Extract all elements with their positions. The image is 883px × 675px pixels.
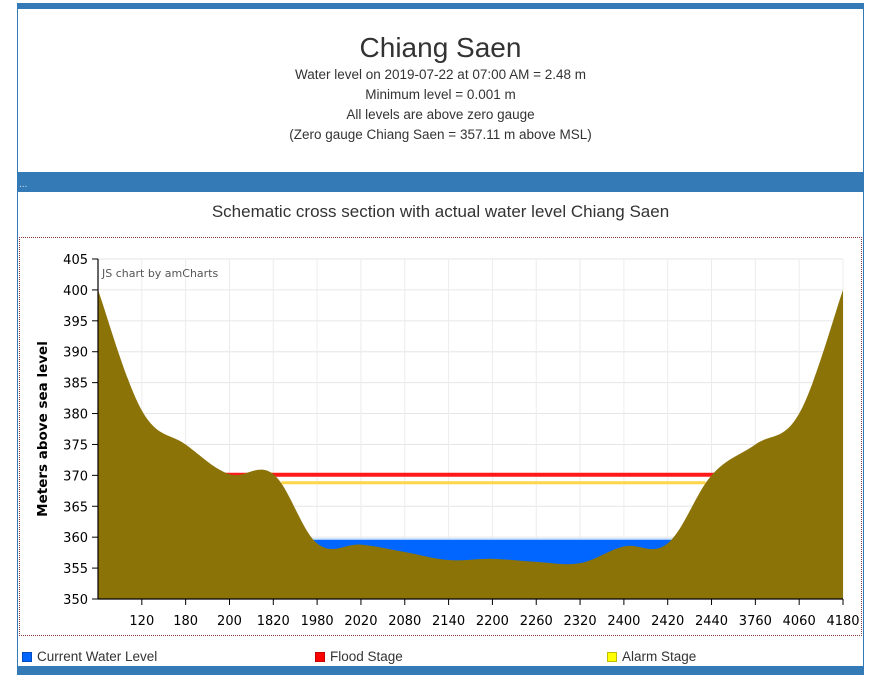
station-header: Chiang Saen Water level on 2019-07-22 at… bbox=[18, 9, 863, 175]
water-level-line: Water level on 2019-07-22 at 07:00 AM = … bbox=[294, 67, 587, 82]
riverbed-terrain-area bbox=[98, 289, 843, 599]
y-tick-label: 365 bbox=[63, 500, 88, 515]
y-axis-title: Meters above sea level bbox=[35, 341, 51, 517]
x-tick-label: 2020 bbox=[344, 614, 377, 629]
divider-ellipsis: ... bbox=[19, 179, 28, 190]
x-tick-label: 1820 bbox=[257, 614, 290, 629]
x-tick-label: 2140 bbox=[432, 614, 465, 629]
chart-title: Schematic cross section with actual wate… bbox=[211, 202, 670, 221]
y-tick-label: 375 bbox=[63, 438, 88, 453]
y-tick-label: 360 bbox=[63, 531, 88, 546]
section-divider-bar: ... bbox=[18, 172, 863, 192]
legend-item-flood-stage[interactable]: Flood Stage bbox=[315, 649, 403, 664]
y-tick-label: 390 bbox=[63, 346, 88, 361]
zero-gauge-msl-line: (Zero gauge Chiang Saen = 357.11 m above… bbox=[289, 127, 592, 142]
cross-section-chart: 350 355 360 365 370 375 380 385 390 395 400 405 120 1… bbox=[35, 253, 860, 629]
x-tick-label: 4180 bbox=[826, 614, 859, 629]
x-tick-label: 200 bbox=[217, 614, 242, 629]
station-title: Chiang Saen bbox=[359, 32, 522, 63]
panel-bottom-bar bbox=[18, 666, 863, 675]
zero-gauge-status-line: All levels are above zero gauge bbox=[346, 107, 535, 122]
y-tick-label: 380 bbox=[63, 408, 88, 423]
x-tick-label: 120 bbox=[129, 614, 154, 629]
minimum-level-line: Minimum level = 0.001 m bbox=[365, 87, 516, 102]
legend-swatch-water bbox=[22, 651, 32, 662]
legend-swatch-alarm bbox=[607, 651, 617, 662]
y-tick-label: 405 bbox=[63, 253, 88, 268]
y-tick-label: 370 bbox=[63, 469, 88, 484]
x-tick-label: 2320 bbox=[564, 614, 597, 629]
x-tick-label: 2420 bbox=[651, 614, 684, 629]
y-tick-label: 355 bbox=[63, 562, 88, 577]
x-tick-label: 2080 bbox=[388, 614, 421, 629]
legend-label: Flood Stage bbox=[330, 649, 403, 664]
legend-swatch-flood bbox=[315, 651, 325, 662]
y-tick-label: 385 bbox=[63, 377, 88, 392]
x-tick-label: 4060 bbox=[783, 614, 816, 629]
x-tick-label: 2400 bbox=[607, 614, 640, 629]
x-tick-label: 2440 bbox=[695, 614, 728, 629]
y-tick-label: 350 bbox=[63, 593, 88, 608]
chart-container: 350 355 360 365 370 375 380 385 390 395 400 405 120 1… bbox=[19, 237, 862, 636]
y-tick-label: 400 bbox=[63, 284, 88, 299]
x-tick-label: 180 bbox=[173, 614, 198, 629]
x-tick-label: 1980 bbox=[301, 614, 334, 629]
chart-legend: Current Water Level Flood Stage Alarm St… bbox=[18, 647, 863, 667]
panel-top-bar bbox=[18, 3, 863, 9]
station-panel: Chiang Saen Water level on 2019-07-22 at… bbox=[17, 3, 864, 675]
x-tick-label: 3760 bbox=[739, 614, 772, 629]
x-tick-label: 2260 bbox=[520, 614, 553, 629]
legend-item-current-water-level[interactable]: Current Water Level bbox=[22, 649, 157, 664]
legend-label: Current Water Level bbox=[37, 649, 158, 664]
legend-label: Alarm Stage bbox=[622, 649, 697, 664]
amcharts-credit-link[interactable]: JS chart by amCharts bbox=[101, 267, 218, 280]
legend-item-alarm-stage[interactable]: Alarm Stage bbox=[607, 649, 696, 664]
x-tick-label: 2200 bbox=[476, 614, 509, 629]
y-tick-label: 395 bbox=[63, 315, 88, 330]
